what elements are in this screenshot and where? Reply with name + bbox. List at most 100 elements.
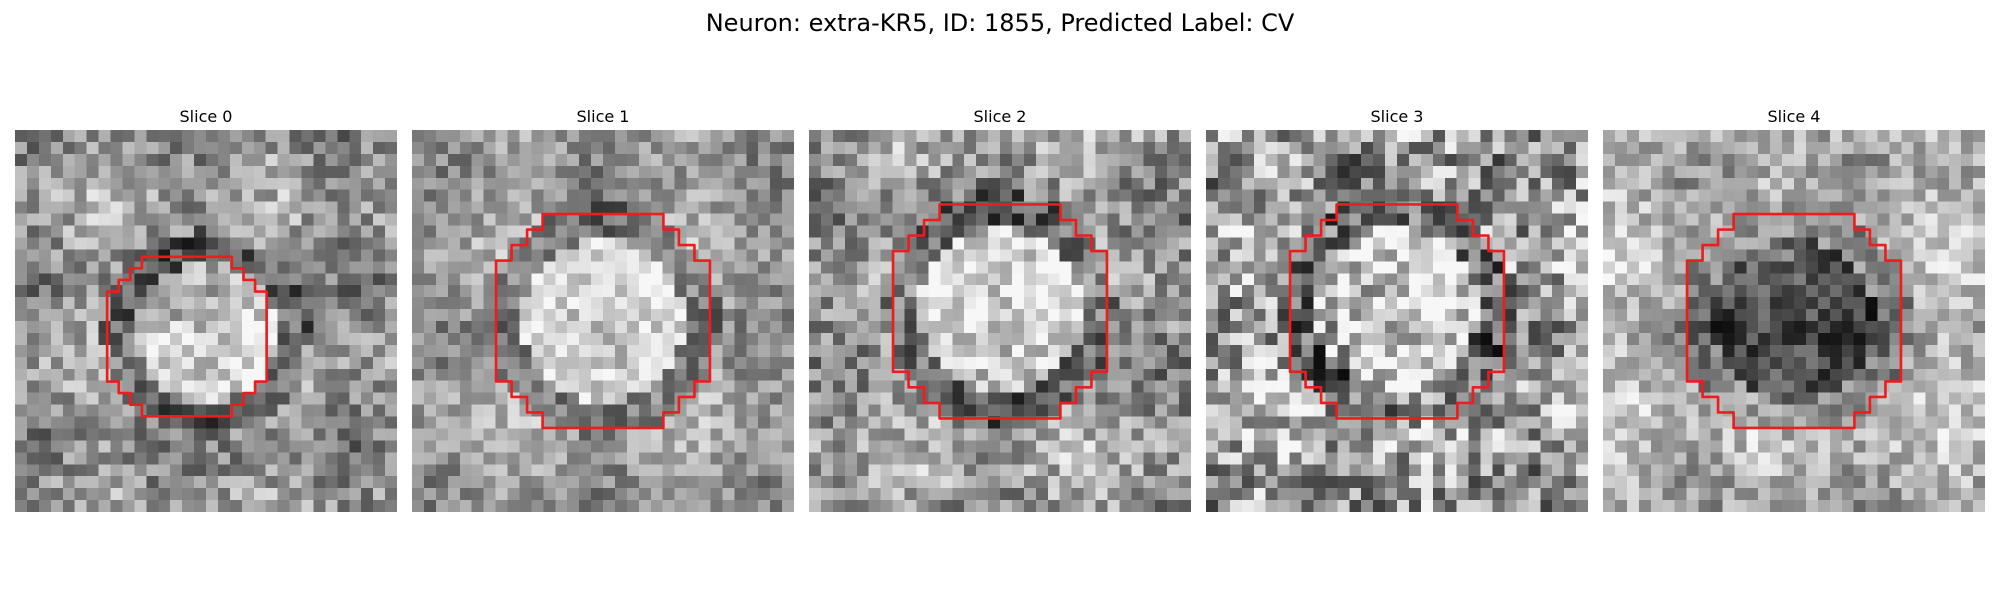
pixel <box>507 297 520 310</box>
pixel <box>1206 416 1219 429</box>
pixel <box>447 213 460 226</box>
pixel <box>809 297 822 310</box>
pixel <box>1035 392 1048 405</box>
pixel <box>1420 428 1434 441</box>
pixel <box>194 261 207 274</box>
pixel <box>1805 309 1819 322</box>
pixel <box>74 201 87 214</box>
pixel <box>1576 440 1588 453</box>
pixel <box>579 404 592 417</box>
pixel <box>435 141 449 155</box>
pixel <box>1650 141 1663 155</box>
pixel <box>110 153 123 167</box>
pixel <box>1337 344 1350 358</box>
pixel <box>1746 225 1759 238</box>
pixel <box>1143 476 1156 489</box>
pixel <box>809 165 822 178</box>
pixel <box>1023 261 1037 274</box>
pixel <box>277 500 290 512</box>
pixel <box>1889 392 1902 405</box>
pixel <box>1301 249 1314 262</box>
pixel <box>1961 416 1974 429</box>
pixel <box>1722 392 1735 405</box>
pixel <box>868 321 881 334</box>
pixel <box>483 428 496 441</box>
pixel <box>844 500 857 512</box>
pixel <box>62 500 75 512</box>
pixel <box>1265 380 1278 393</box>
pixel <box>758 500 771 512</box>
pixel <box>614 213 628 226</box>
pixel <box>1540 237 1553 250</box>
pixel <box>217 141 231 155</box>
pixel <box>1011 213 1025 226</box>
pixel <box>1603 237 1616 250</box>
pixel <box>782 141 794 155</box>
pixel <box>988 428 1001 441</box>
pixel <box>1686 356 1699 369</box>
pixel <box>206 285 219 298</box>
pixel <box>782 189 794 202</box>
pixel <box>1603 380 1616 393</box>
pixel <box>1603 404 1616 417</box>
pixel <box>1131 225 1144 238</box>
pixel <box>1107 332 1120 346</box>
pixel <box>253 404 266 417</box>
pixel <box>1059 476 1072 489</box>
pixel <box>1095 237 1108 250</box>
pixel <box>1444 141 1457 155</box>
pixel <box>1504 141 1517 155</box>
pixel <box>1528 488 1541 501</box>
pixel <box>38 165 52 178</box>
pixel <box>1468 452 1481 465</box>
pixel <box>1528 404 1541 417</box>
pixel <box>1540 452 1553 465</box>
pixel <box>1325 165 1338 178</box>
pixel <box>1770 428 1783 441</box>
pixel <box>579 321 592 334</box>
pixel <box>134 285 147 298</box>
pixel <box>447 404 460 417</box>
pixel <box>1011 309 1025 322</box>
pixel <box>217 392 231 405</box>
pixel <box>206 500 219 512</box>
pixel <box>1289 153 1302 167</box>
pixel <box>555 165 568 178</box>
pixel <box>1528 177 1541 190</box>
pixel <box>1119 165 1132 178</box>
pixel <box>626 332 640 346</box>
pixel <box>1925 213 1938 226</box>
pixel <box>928 177 941 190</box>
pixel <box>1865 189 1878 202</box>
pixel <box>591 464 604 477</box>
pixel <box>361 356 374 369</box>
pixel <box>952 321 965 334</box>
pixel <box>758 368 771 381</box>
pixel <box>710 273 723 286</box>
pixel <box>1337 177 1350 190</box>
pixel <box>349 476 362 489</box>
pixel <box>495 344 508 358</box>
pixel <box>626 404 640 417</box>
pixel <box>1877 285 1890 298</box>
pixel <box>265 177 278 190</box>
pixel <box>1444 332 1457 346</box>
pixel <box>555 428 568 441</box>
pixel <box>1313 285 1326 298</box>
pixel <box>1614 273 1628 286</box>
pixel <box>507 356 520 369</box>
pixel <box>614 452 628 465</box>
pixel <box>86 440 99 453</box>
pixel <box>952 285 965 298</box>
pixel <box>638 237 651 250</box>
pixel <box>483 201 496 214</box>
pixel <box>880 261 893 274</box>
pixel <box>301 225 314 238</box>
pixel <box>832 416 846 429</box>
pixel <box>471 356 484 369</box>
pixel <box>1444 261 1457 274</box>
pixel <box>519 500 532 512</box>
pixel <box>674 213 687 226</box>
pixel <box>182 368 195 381</box>
pixel <box>832 165 846 178</box>
